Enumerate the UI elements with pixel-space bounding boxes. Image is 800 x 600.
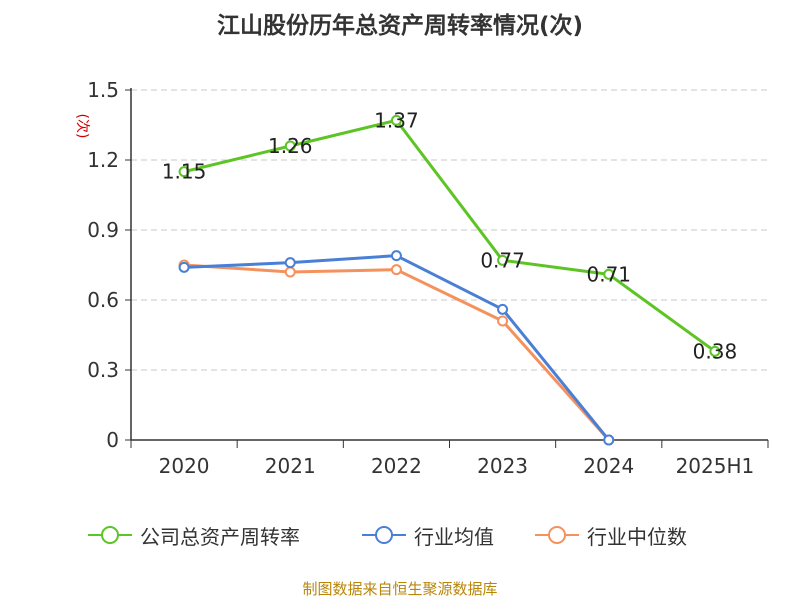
- legend-label-industry-average: 行业均值: [414, 524, 494, 549]
- data-label: 1.15: [162, 160, 207, 184]
- data-point: [390, 264, 402, 276]
- y-tick-label: 1.5: [87, 78, 119, 102]
- data-point: [497, 254, 509, 266]
- series-line: [184, 254, 610, 441]
- data-point: [497, 303, 509, 315]
- data-point: [284, 140, 296, 152]
- data-point: [390, 250, 402, 262]
- legend-marker-company: [88, 526, 132, 544]
- legend-item-industry-average[interactable]: 行业均值: [362, 522, 494, 549]
- y-tick-label: 0.6: [87, 288, 119, 312]
- data-label: 0.71: [586, 262, 631, 286]
- source-note: 制图数据来自恒生聚源数据库: [302, 580, 498, 598]
- data-point: [284, 266, 296, 278]
- x-tick-label: 2025H1: [676, 454, 755, 478]
- x-tick-label: 2020: [159, 454, 210, 478]
- chart-title: 江山股份历年总资产周转率情况(次): [216, 13, 584, 39]
- data-point: [709, 345, 721, 357]
- legend-marker-industry-median: [535, 526, 579, 544]
- series-line: [183, 118, 716, 353]
- x-tick-label: 2024: [583, 454, 634, 478]
- data-point: [178, 261, 190, 273]
- legend-label-company: 公司总资产周转率: [140, 524, 300, 549]
- data-point: [178, 166, 190, 178]
- y-tick-label: 0: [106, 428, 119, 452]
- data-point: [603, 268, 615, 280]
- x-tick-label: 2022: [371, 454, 422, 478]
- legend-label-industry-median: 行业中位数: [587, 524, 687, 549]
- data-label: 0.38: [693, 339, 738, 363]
- y-tick-label: 1.2: [87, 148, 119, 172]
- y-axis-label: (次): [74, 114, 90, 139]
- data-label: 0.77: [480, 248, 525, 272]
- data-label: 1.37: [374, 108, 419, 132]
- legend-item-company[interactable]: 公司总资产周转率: [88, 522, 300, 549]
- legend-marker-industry-average: [362, 526, 406, 544]
- data-point: [603, 434, 615, 446]
- legend-item-industry-median[interactable]: 行业中位数: [535, 522, 687, 549]
- series-line: [183, 263, 610, 441]
- data-label: 1.26: [268, 134, 313, 158]
- data-point: [390, 114, 402, 126]
- y-tick-label: 0.3: [87, 358, 119, 382]
- x-tick-label: 2023: [477, 454, 528, 478]
- x-tick-label: 2021: [265, 454, 316, 478]
- data-point: [497, 315, 509, 327]
- y-tick-label: 0.9: [87, 218, 119, 242]
- data-point: [284, 257, 296, 269]
